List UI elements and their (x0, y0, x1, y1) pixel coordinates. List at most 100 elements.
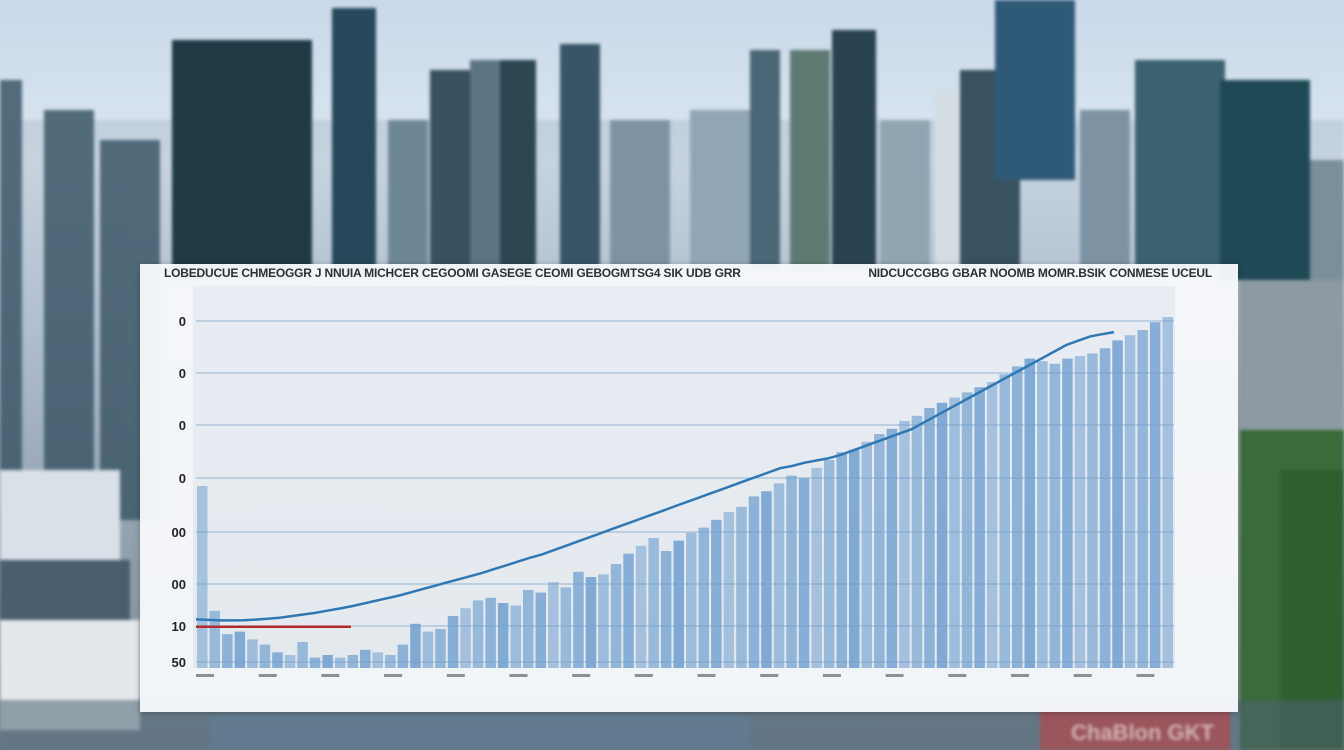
x-tick-mark (760, 674, 779, 677)
bar (472, 600, 484, 668)
bar (497, 603, 509, 668)
x-tick-mark (258, 674, 277, 677)
bar (1137, 330, 1148, 668)
bar (548, 582, 559, 668)
bars (197, 317, 1173, 668)
x-tick-mark (1011, 674, 1029, 677)
x-tick-mark (572, 674, 591, 677)
bar (635, 545, 647, 668)
x-tick-mark (885, 674, 904, 677)
bar (660, 551, 672, 668)
bar (1149, 322, 1161, 668)
trend-series-line (195, 330, 1115, 622)
x-tick-mark (822, 674, 841, 677)
blurred-sign: ChaBlon GKT (1071, 720, 1214, 745)
bar (560, 587, 572, 668)
x-tick-mark (384, 674, 403, 677)
bar (1024, 358, 1035, 668)
bar (347, 655, 358, 668)
bar (899, 421, 910, 668)
x-tick-mark (697, 674, 716, 677)
bar (197, 486, 208, 668)
bar (911, 415, 923, 668)
bar (447, 616, 459, 668)
bar (385, 655, 396, 668)
bar (297, 642, 308, 668)
chart-subtitle: NIDCUCCGBG GBAR NOOMB MOMR.BSIK CONMESE … (868, 266, 1212, 280)
y-tick-label: 00 (172, 577, 186, 592)
bar (510, 605, 521, 668)
bar (523, 590, 534, 668)
bar (334, 657, 346, 668)
gridlines (196, 320, 1174, 663)
bar (811, 467, 822, 668)
bar (460, 608, 471, 668)
blurred-building-strip (210, 714, 750, 750)
x-tick-mark (446, 674, 465, 677)
bar (322, 655, 333, 668)
bar (949, 397, 960, 668)
bar (673, 540, 684, 668)
bar (284, 655, 296, 668)
bar (309, 657, 321, 668)
chart-title: LOBEDUCUE CHMEOGGR J NNUIA MICHCER CEGOO… (164, 266, 741, 280)
bar (410, 623, 421, 668)
bar (961, 392, 973, 668)
bar (823, 460, 835, 668)
bar (1099, 348, 1111, 668)
x-tick-mark (509, 674, 528, 677)
y-tick-label: 00 (172, 525, 186, 540)
bar (698, 527, 709, 668)
y-tick-label: 10 (172, 619, 186, 634)
bar (1074, 356, 1086, 668)
bar (360, 649, 371, 668)
bar (372, 652, 383, 668)
bar (748, 496, 760, 668)
bar (1124, 335, 1136, 668)
bar (874, 434, 885, 668)
bar (598, 574, 609, 668)
bar (272, 652, 283, 668)
bar (209, 610, 220, 668)
bar (422, 631, 434, 668)
bar (924, 408, 935, 668)
x-axis-labels (196, 674, 1155, 677)
bar (861, 441, 872, 668)
bar (798, 478, 810, 668)
bar (1162, 317, 1173, 668)
bar (234, 631, 246, 668)
bar (247, 639, 258, 668)
bar (1112, 340, 1123, 668)
bar (936, 402, 948, 668)
chart-card: LOBEDUCUE CHMEOGGR J NNUIA MICHCER CEGOO… (140, 264, 1238, 712)
bar (535, 592, 546, 668)
bar (648, 538, 659, 668)
bar (1087, 353, 1098, 668)
bar (397, 644, 409, 668)
x-tick-mark (634, 674, 653, 677)
bar (222, 634, 233, 668)
bar (836, 452, 847, 668)
bar (786, 475, 797, 668)
bar (686, 532, 697, 668)
bar (886, 428, 898, 668)
x-tick-mark (948, 674, 967, 677)
bar (723, 512, 735, 668)
y-tick-label: 0 (179, 471, 186, 486)
bar (986, 382, 998, 668)
x-tick-mark (1136, 674, 1155, 677)
bar (736, 506, 747, 668)
x-tick-mark (196, 674, 214, 677)
bar (761, 491, 772, 668)
bar (1012, 366, 1023, 668)
bar (974, 387, 985, 668)
bar (485, 597, 496, 668)
bar (259, 644, 271, 668)
y-tick-label: 0 (179, 418, 186, 433)
bar (1037, 361, 1048, 668)
bar (610, 564, 622, 668)
bar (773, 483, 785, 668)
bar (585, 577, 597, 668)
